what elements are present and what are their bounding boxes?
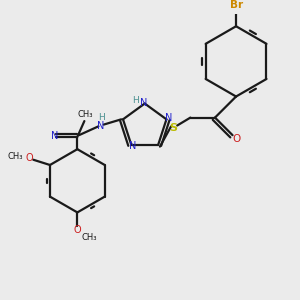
Text: O: O	[25, 153, 33, 163]
Text: CH₃: CH₃	[77, 110, 93, 118]
Text: O: O	[74, 225, 81, 235]
Text: N: N	[140, 98, 148, 108]
Text: S: S	[169, 123, 177, 133]
Text: N: N	[51, 131, 58, 141]
Text: N: N	[165, 113, 172, 123]
Text: N: N	[98, 121, 105, 131]
Text: H: H	[133, 95, 139, 104]
Text: O: O	[232, 134, 240, 144]
Text: CH₃: CH₃	[7, 152, 22, 161]
Text: H: H	[98, 113, 104, 122]
Text: CH₃: CH₃	[82, 232, 98, 242]
Text: N: N	[129, 141, 137, 151]
Text: Br: Br	[230, 0, 244, 10]
